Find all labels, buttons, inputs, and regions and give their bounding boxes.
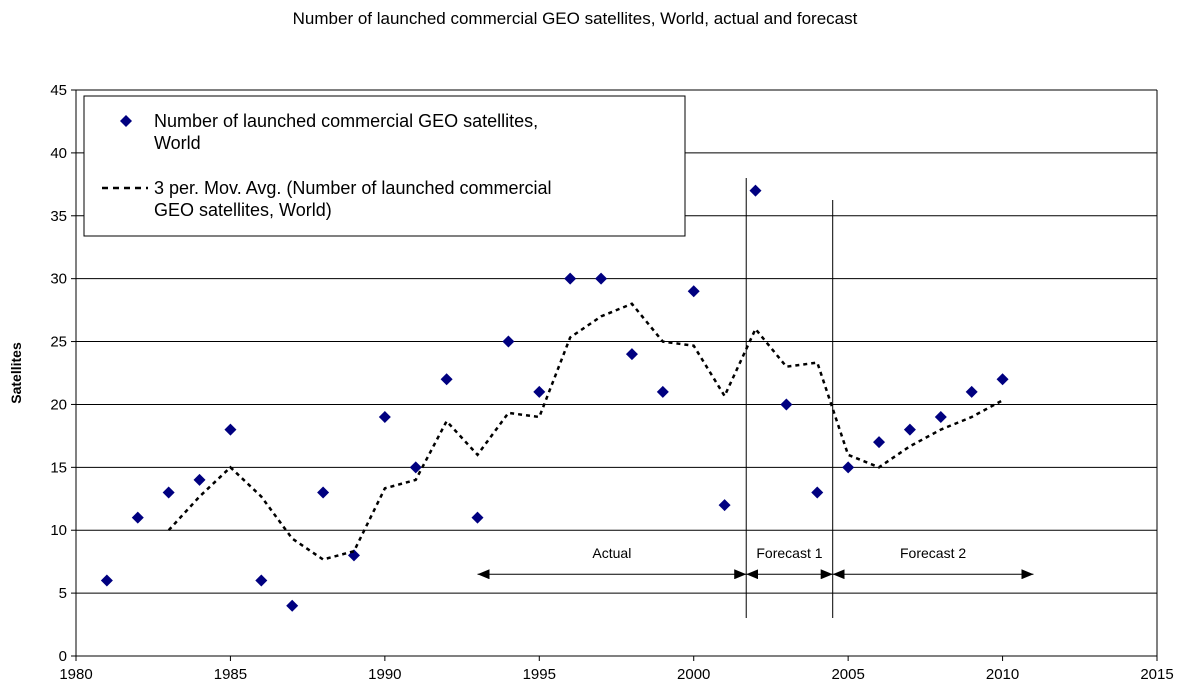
- y-tick-label: 20: [50, 396, 67, 413]
- data-point: [687, 285, 700, 298]
- period-label: Actual: [592, 545, 631, 561]
- data-point: [409, 461, 422, 474]
- data-point: [533, 385, 546, 398]
- y-tick-label: 25: [50, 334, 67, 351]
- legend-label: World: [154, 133, 201, 153]
- data-point: [903, 423, 916, 436]
- x-tick-label: 2000: [677, 666, 710, 683]
- y-tick-label: 40: [50, 145, 67, 162]
- legend-box: [83, 95, 686, 237]
- y-tick-label: 15: [50, 459, 67, 476]
- chart-title: Number of launched commercial GEO satell…: [293, 9, 858, 28]
- legend-label: Number of launched commercial GEO satell…: [154, 111, 538, 131]
- legend-diamond-icon: [120, 115, 132, 127]
- data-point: [749, 184, 762, 197]
- annotations: Actual Forecast 1 Forecast 2: [477, 545, 1034, 580]
- x-tick-label: 2015: [1140, 666, 1173, 683]
- data-point: [934, 411, 947, 424]
- y-tick-label: 35: [50, 208, 67, 225]
- y-tick-label: 0: [59, 648, 67, 665]
- data-point: [718, 499, 731, 512]
- data-point: [656, 385, 669, 398]
- y-axis-title: Satellites: [8, 342, 24, 404]
- data-point: [965, 385, 978, 398]
- data-point: [811, 486, 824, 499]
- data-point: [255, 574, 268, 587]
- data-point: [595, 272, 608, 285]
- data-point: [224, 423, 237, 436]
- data-point: [996, 373, 1009, 386]
- data-point: [100, 574, 113, 587]
- x-tick-label: 2010: [986, 666, 1019, 683]
- y-tick-label: 30: [50, 271, 67, 288]
- period-label: Forecast 2: [900, 545, 966, 561]
- data-point: [378, 411, 391, 424]
- y-tick-label: 10: [50, 522, 67, 539]
- data-point: [131, 511, 144, 524]
- data-point: [842, 461, 855, 474]
- data-point: [317, 486, 330, 499]
- axes: [75, 90, 1158, 657]
- dividers: [745, 178, 834, 618]
- legend-label: 3 per. Mov. Avg. (Number of launched com…: [154, 178, 552, 198]
- data-point: [162, 486, 175, 499]
- data-point: [440, 373, 453, 386]
- y-tick-label: 5: [59, 585, 67, 602]
- legend-label: GEO satellites, World): [154, 200, 332, 220]
- data-point: [780, 398, 793, 411]
- data-point: [625, 348, 638, 361]
- data-point: [873, 436, 886, 449]
- data-point: [286, 599, 299, 612]
- x-tick-label: 1995: [523, 666, 556, 683]
- period-label: Forecast 1: [756, 545, 822, 561]
- series: [100, 184, 1009, 612]
- tick-labels: 0 5 10 15 20 25 30 35 40 45 1980 1985 1990 1995 2000 20…: [50, 82, 1173, 683]
- data-point: [193, 473, 206, 486]
- legend: Number of launched commercial GEO satell…: [83, 95, 686, 237]
- x-tick-label: 1985: [214, 666, 247, 683]
- x-tick-label: 1990: [368, 666, 401, 683]
- data-point: [564, 272, 577, 285]
- y-tick-label: 45: [50, 82, 67, 99]
- moving-average-line: [167, 302, 1004, 561]
- data-point: [502, 335, 515, 348]
- x-tick-label: 2005: [831, 666, 864, 683]
- data-point: [471, 511, 484, 524]
- x-tick-label: 1980: [59, 666, 92, 683]
